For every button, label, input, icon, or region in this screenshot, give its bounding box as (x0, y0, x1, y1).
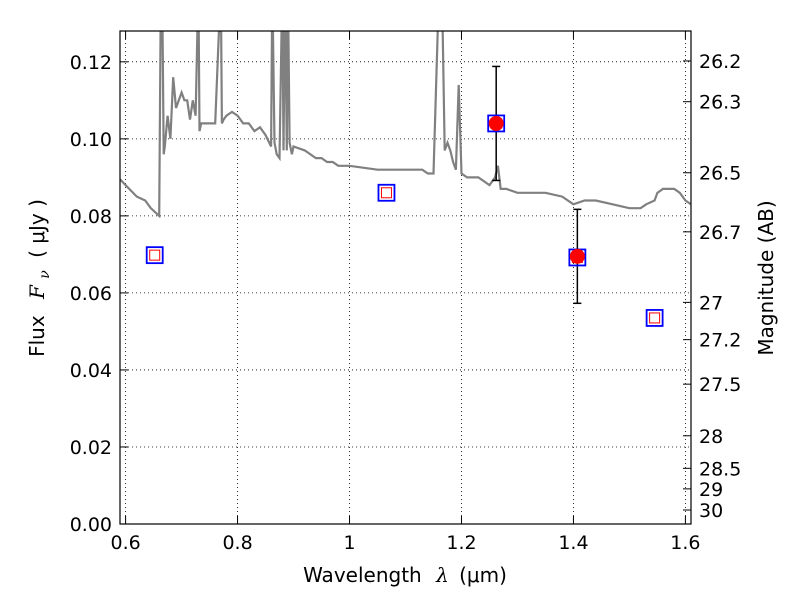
plot-frame (119, 30, 692, 525)
y2-tick-label: 26.5 (699, 163, 741, 185)
circle-marker (569, 248, 585, 264)
x-tick-label: 1 (343, 532, 355, 554)
square-marker (145, 246, 164, 265)
y-tick-label: 0.10 (70, 129, 112, 151)
x-axis-ticks: 0.6 0.8 1 1.2 1.4 1.6 (110, 31, 701, 554)
y2-tick-label: 27.5 (699, 374, 741, 396)
square-marker-inner (149, 249, 161, 261)
y2-tick-label: 29 (699, 479, 723, 501)
square-marker (645, 309, 664, 327)
square-marker (487, 114, 506, 133)
square-marker (377, 183, 396, 202)
x-tick-label: 1.4 (558, 532, 588, 554)
y-tick-label: 0.00 (70, 514, 112, 536)
x-tick-label: 0.8 (222, 532, 252, 554)
y-axis-ticks: 0.00 0.02 0.04 0.06 0.08 0.10 0.12 (70, 52, 128, 536)
square-marker-inner (649, 312, 661, 324)
circle-markers (488, 115, 585, 264)
y2-tick-label: 27 (699, 292, 723, 314)
y-tick-label: 0.08 (70, 206, 112, 228)
y2-tick-label: 28.5 (699, 458, 741, 480)
y-tick-label: 0.06 (70, 283, 112, 305)
model-spectrum-line (120, 31, 691, 219)
square-marker-inner (380, 187, 392, 199)
grid (120, 31, 691, 524)
y-tick-label: 0.04 (70, 360, 112, 382)
y-tick-label: 0.12 (70, 52, 112, 74)
y2-tick-label: 26.3 (699, 92, 741, 114)
y2-tick-label: 26.7 (699, 222, 741, 244)
y2-tick-label: 27.2 (699, 330, 741, 352)
x-tick-label: 1.6 (670, 532, 700, 554)
y2-axis-title: Magnitude (AB) (754, 200, 778, 355)
square-markers (145, 114, 664, 327)
y-axis-title: Flux F ν ( μJy ) (25, 199, 54, 357)
x-axis-title: Wavelength λ (μm) (303, 563, 507, 587)
x-tick-label: 0.6 (110, 532, 140, 554)
y2-tick-label: 26.2 (699, 51, 741, 73)
y-tick-label: 0.02 (70, 437, 112, 459)
error-bars (492, 65, 582, 305)
y2-tick-label: 28 (699, 426, 723, 448)
x-tick-label: 1.2 (446, 532, 476, 554)
circle-marker (488, 115, 504, 131)
y2-tick-label: 30 (699, 500, 723, 522)
